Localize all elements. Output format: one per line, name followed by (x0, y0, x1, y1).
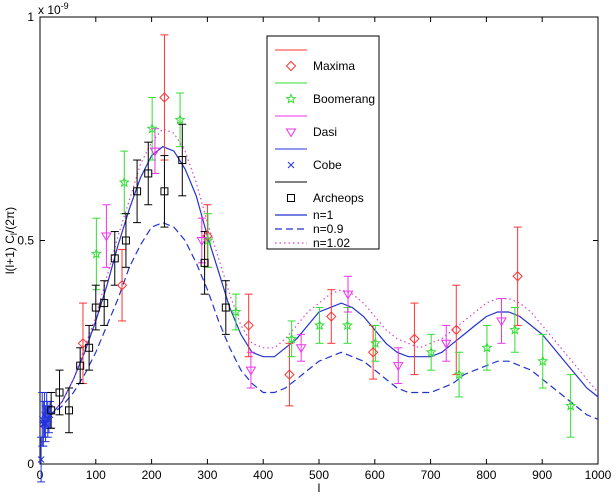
boomerang-data-point (537, 355, 549, 366)
legend-label-n-1-02: n=1.02 (313, 236, 350, 250)
archeops-data-point (55, 388, 64, 397)
x-tick-label: 300 (197, 468, 217, 482)
boomerang-data-point (202, 234, 214, 246)
x-tick-label: 500 (309, 468, 329, 482)
y-tick-label: 1 (27, 10, 34, 24)
maxima-data-point (284, 369, 295, 380)
legend-box (266, 35, 380, 250)
boomerang-data-point (286, 333, 298, 344)
legend: Maxima Boomerang Dasi Cobe Archeops n=1n=0.9n… (266, 35, 380, 250)
legend-label-maxima: Maxima (313, 59, 355, 73)
legend-marker-archeops (287, 194, 295, 202)
maxima-data-point (243, 320, 254, 331)
model-curve-n-0-9 (39, 221, 599, 425)
x-tick-label: 400 (253, 468, 273, 482)
boomerang-data-point (425, 346, 437, 357)
x-tick-label: 800 (476, 468, 496, 482)
cobe-data-point (43, 407, 51, 414)
archeops-data-point (178, 156, 187, 165)
legend-label-cobe: Cobe (313, 158, 342, 172)
legend-marker-cobe (287, 161, 295, 169)
maxima-data-point (409, 333, 420, 345)
dasi-data-point (149, 147, 161, 157)
x-tick-label: 900 (532, 468, 552, 482)
legend-label-dasi: Dasi (313, 125, 337, 139)
maxima-data-point (326, 311, 337, 322)
y-tick-label: 0.5 (17, 234, 34, 248)
maxima-data-point (77, 338, 89, 349)
dasi-data-point (196, 237, 208, 246)
archeops-data-point (100, 299, 109, 308)
dasi-data-point (342, 290, 354, 300)
cobe-data-point (44, 415, 52, 423)
boomerang-data-point (174, 113, 186, 125)
y-tick-label: 0 (27, 457, 34, 471)
boomerang-data-point (509, 324, 521, 335)
boomerang-data-point (146, 122, 158, 134)
y-axis-label: l(l+1) Cl/(2π) (3, 207, 19, 274)
archeops-data-point (85, 343, 94, 352)
boomerang-data-point (118, 176, 130, 188)
dasi-data-point (295, 344, 307, 354)
archeops-data-point (144, 169, 153, 178)
x-tick-label: 100 (86, 468, 106, 482)
boomerang-data-point (230, 306, 242, 317)
archeops-data-point (221, 303, 230, 312)
axis-ticks: 0 100 200 300 400 500 600 700 800 900 1000 0 0.5 1 (17, 10, 611, 482)
archeops-data-point (160, 187, 169, 196)
dasi-data-point (440, 339, 452, 349)
boomerang-data-point (453, 368, 465, 380)
maxima-data-point (159, 92, 170, 103)
archeops-data-point (76, 361, 85, 370)
x-tick-label: 200 (142, 468, 162, 482)
cobe-data-point (42, 420, 49, 428)
x-tick-label: 700 (421, 468, 441, 482)
maxima-data-point (451, 324, 462, 336)
dasi-data-point (245, 366, 257, 376)
archeops-data-point (121, 236, 130, 245)
dasi-data-point (392, 362, 404, 372)
boomerang-data-point (481, 341, 493, 353)
legend-label-boomerang: Boomerang (313, 92, 375, 106)
archeops-data-point (133, 187, 142, 196)
cobe-data-point (37, 456, 45, 463)
legend-label-archeops: Archeops (313, 191, 364, 205)
dasi-data-point (496, 317, 507, 327)
legend-marker-dasi (285, 128, 297, 138)
boomerang-data-point (565, 400, 577, 411)
legend-marker-boomerang (285, 93, 297, 104)
data-markers (37, 92, 577, 463)
x-axis-label: l (318, 481, 321, 495)
maxima-data-point (512, 271, 523, 282)
boomerang-data-point (314, 319, 326, 331)
maxima-data-point (116, 279, 128, 291)
archeops-data-point (110, 254, 119, 263)
y-multiplier-label: x 10-9 (38, 1, 69, 17)
archeops-data-point (91, 303, 100, 312)
boomerang-data-point (90, 248, 102, 259)
x-tick-label: 0 (37, 468, 44, 482)
maxima-data-point (202, 230, 213, 242)
x-tick-label: 600 (365, 468, 385, 482)
archeops-data-point (200, 258, 209, 267)
dasi-data-point (101, 232, 112, 242)
archeops-data-point (47, 406, 56, 415)
legend-label-n-0-9: n=0.9 (313, 222, 344, 236)
model-curve-n-1 (39, 145, 599, 429)
boomerang-data-point (341, 319, 353, 331)
legend-marker-maxima (285, 60, 297, 72)
legend-label-n-1: n=1 (313, 208, 334, 222)
archeops-data-point (65, 406, 74, 415)
x-tick-label: 1000 (585, 468, 612, 482)
boomerang-data-point (369, 337, 381, 349)
maxima-data-point (367, 347, 379, 358)
